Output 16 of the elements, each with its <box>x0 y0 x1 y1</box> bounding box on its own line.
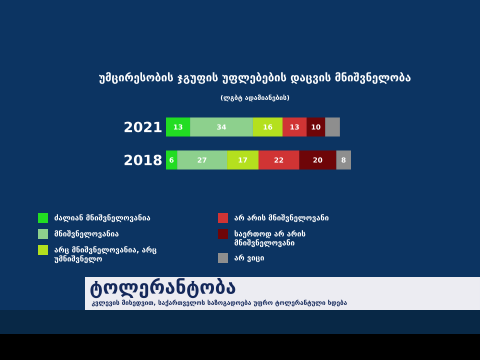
bar <box>166 118 190 136</box>
bar <box>227 150 259 170</box>
bar <box>282 118 307 136</box>
y-tick-label: 2021 <box>124 122 162 132</box>
bar <box>177 150 228 170</box>
bar <box>306 118 326 136</box>
bar <box>325 118 340 136</box>
bar <box>252 118 283 136</box>
bar <box>299 150 336 170</box>
bar <box>336 150 351 170</box>
y-tick-label: 2018 <box>124 154 162 166</box>
text: ტოლერანტობა <box>90 278 236 298</box>
bar <box>166 150 178 170</box>
chart-title: უმცირესობის ჯგუფის უფლებების დაცვის მნიშვნელობა <box>99 72 411 84</box>
bar <box>190 118 253 136</box>
bar <box>258 150 300 170</box>
